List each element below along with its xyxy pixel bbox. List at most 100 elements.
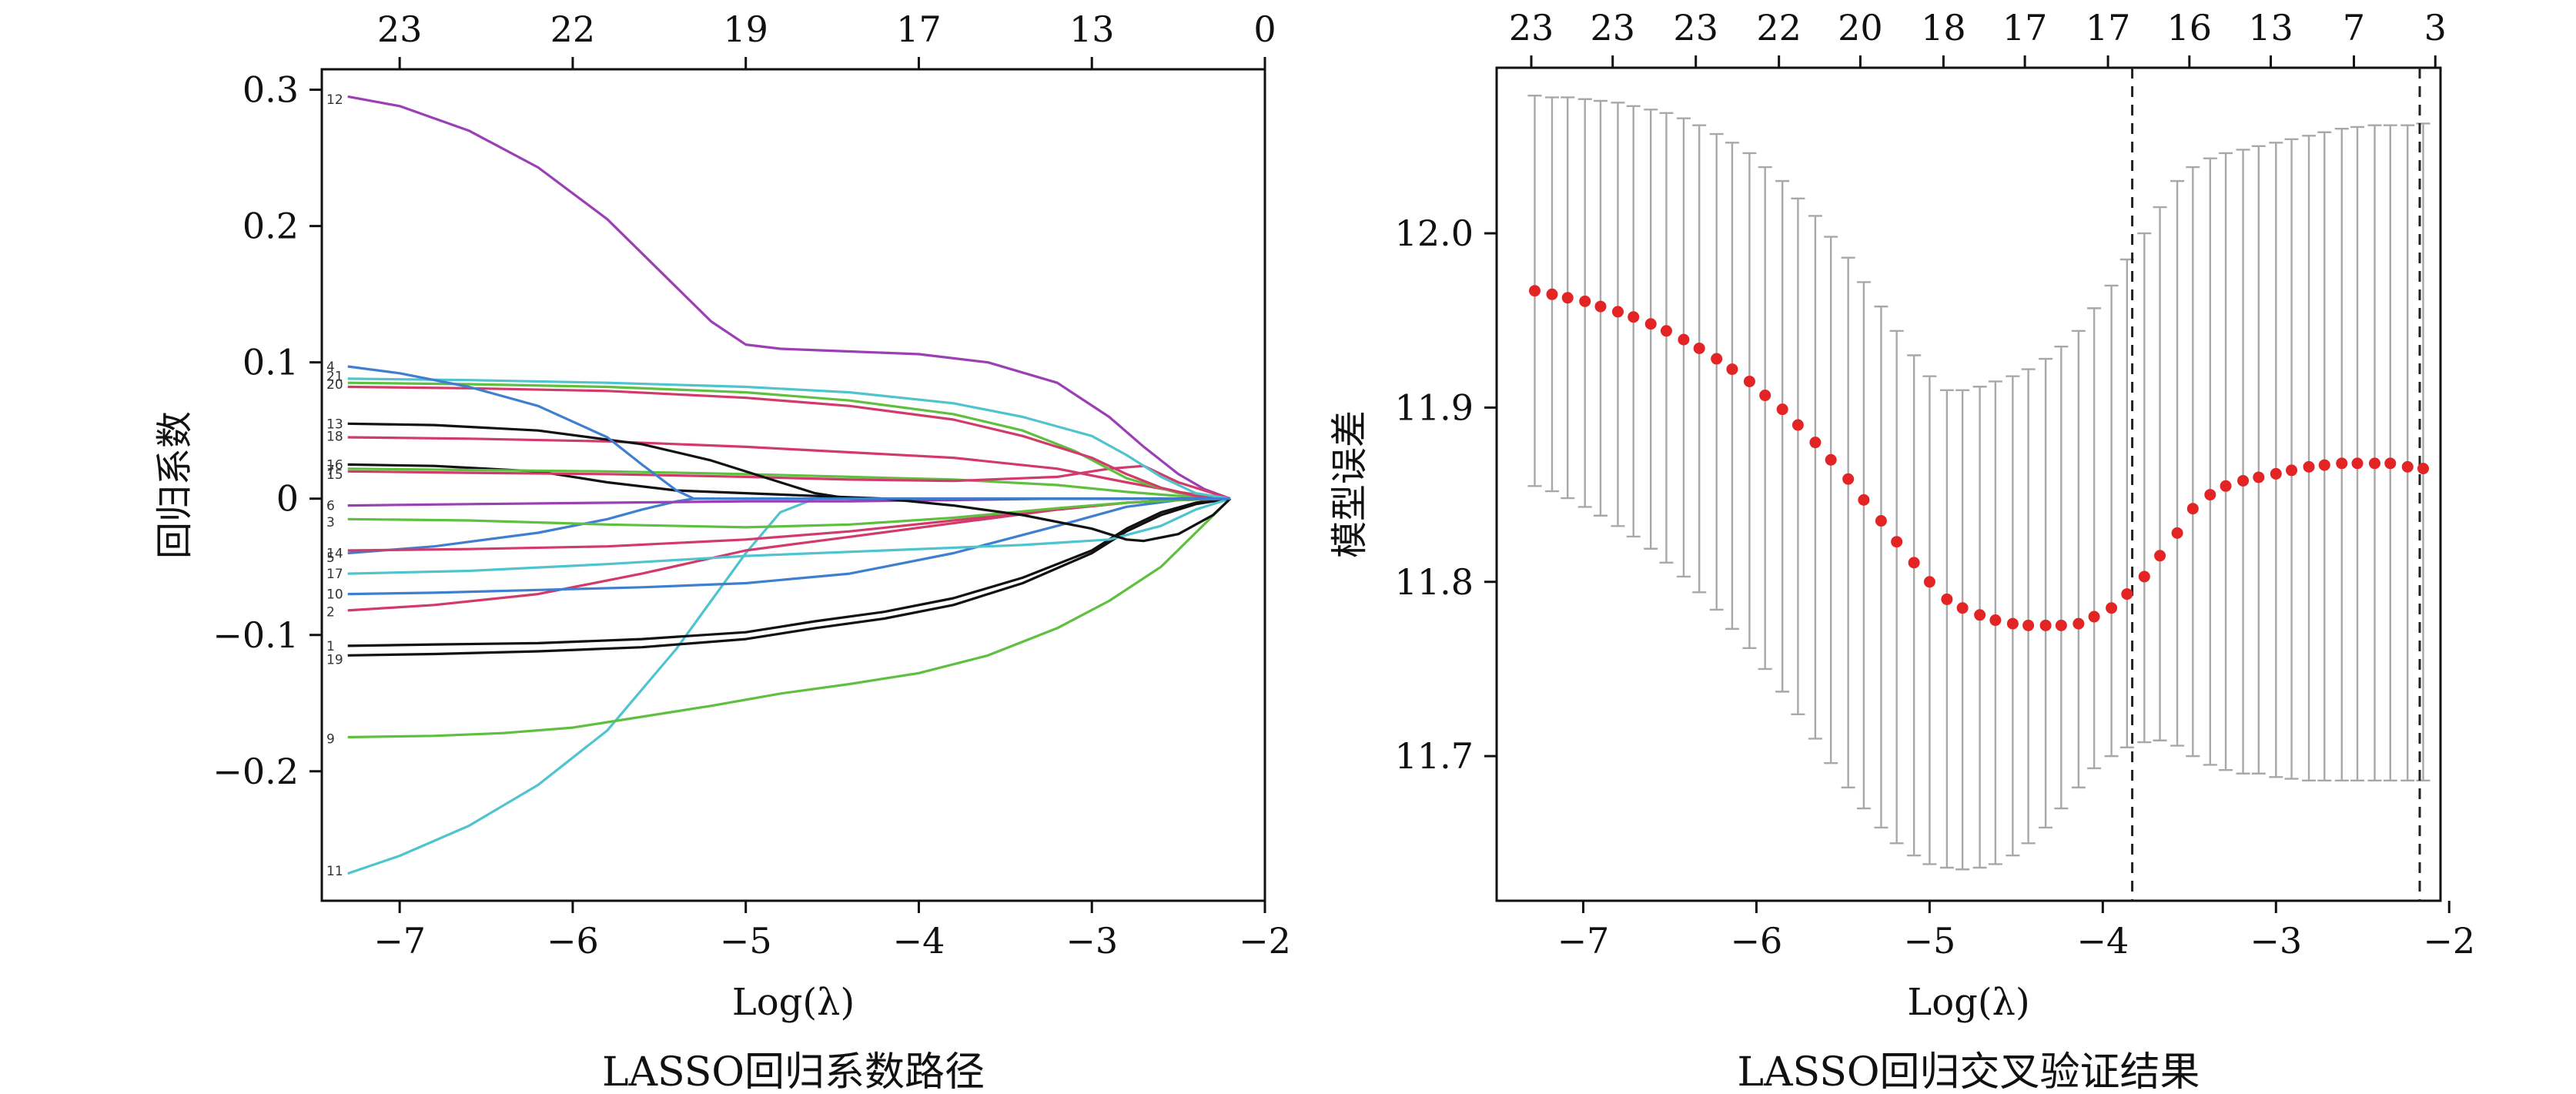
mean-error-point xyxy=(2253,471,2265,483)
x-tick-label: −5 xyxy=(1903,920,1955,962)
x-tick-label: −3 xyxy=(1066,920,1118,962)
mean-error-point xyxy=(2220,480,2232,492)
mean-error-point xyxy=(1908,557,1920,569)
coefficient-path-5 xyxy=(347,497,1231,552)
mean-error-point xyxy=(1678,333,1690,346)
mean-error-point xyxy=(2154,550,2166,562)
mean-error-point xyxy=(2303,460,2315,473)
top-tick-label: 13 xyxy=(1069,8,1115,50)
mean-error-point xyxy=(2286,464,2298,477)
x-tick-label: −3 xyxy=(2250,920,2302,962)
y-tick-label: −0.2 xyxy=(212,751,299,792)
path-label: 4 xyxy=(326,360,335,375)
coefficient-path-1 xyxy=(347,497,1231,647)
coefficient-path-18 xyxy=(347,381,1231,500)
mean-error-point xyxy=(2088,611,2100,623)
mean-error-point xyxy=(2369,457,2381,470)
coefficient-path-19 xyxy=(347,497,1231,657)
y-tick-label: 0.1 xyxy=(243,342,299,383)
top-tick-label: 17 xyxy=(2086,7,2131,49)
mean-error-point xyxy=(1858,493,1870,506)
coefficient-path-12 xyxy=(347,95,1231,500)
x-tick-label: −7 xyxy=(1557,920,1610,962)
x-tick-label: −6 xyxy=(547,920,599,962)
mean-error-point xyxy=(1809,437,1822,449)
path-label: 7 xyxy=(326,463,335,479)
cv-marks xyxy=(1527,68,2430,901)
path-label: 5 xyxy=(326,550,335,566)
top-tick-label: 17 xyxy=(896,8,942,50)
path-label: 19 xyxy=(326,653,343,668)
path-label: 9 xyxy=(326,731,335,747)
top-tick-label: 13 xyxy=(2248,7,2293,49)
path-label: 13 xyxy=(326,417,343,432)
mean-error-point xyxy=(2336,457,2348,470)
y-tick-label: −0.1 xyxy=(212,614,299,656)
x-tick-label: −5 xyxy=(720,920,772,962)
path-label: 10 xyxy=(326,587,343,603)
top-tick-label: 23 xyxy=(1673,7,1718,49)
mean-error-point xyxy=(1594,300,1607,313)
mean-error-point xyxy=(2022,619,2035,631)
x-tick-label: −4 xyxy=(893,920,945,962)
mean-error-point xyxy=(2318,459,2330,471)
coefficient-path-10 xyxy=(347,497,1231,596)
mean-error-point xyxy=(1956,602,1969,614)
mean-error-point xyxy=(1842,473,1855,485)
mean-error-point xyxy=(1693,342,1705,354)
x-tick-label: −7 xyxy=(373,920,426,962)
y-tick-label: 11.8 xyxy=(1395,561,1474,603)
coefficient-path-15 xyxy=(347,464,1231,500)
top-tick-label: 23 xyxy=(377,8,423,50)
top-tick-label: 16 xyxy=(2167,7,2213,49)
path-label: 11 xyxy=(326,864,343,879)
top-tick-label: 23 xyxy=(1509,7,1554,49)
mean-error-point xyxy=(2204,489,2216,501)
mean-error-point xyxy=(1875,515,1887,527)
y-axis-title: 回归系数 xyxy=(153,411,196,559)
mean-error-point xyxy=(2401,460,2414,473)
path-label: 12 xyxy=(326,92,343,108)
y-tick-label: 0 xyxy=(276,478,299,520)
coefficient-path-4 xyxy=(347,365,1230,500)
mean-error-point xyxy=(2106,602,2118,614)
mean-error-point xyxy=(1528,285,1541,297)
top-tick-label: 0 xyxy=(1253,8,1276,50)
path-label: 16 xyxy=(326,457,343,473)
mean-error-point xyxy=(1891,536,1903,548)
mean-error-point xyxy=(2006,617,2019,630)
top-tick-label: 17 xyxy=(2002,7,2048,49)
chart-caption: LASSO回归系数路径 xyxy=(602,1049,985,1094)
mean-error-point xyxy=(2186,503,2199,515)
x-tick-label: −6 xyxy=(1731,920,1783,962)
plot-frame xyxy=(320,68,1266,902)
path-label: 20 xyxy=(326,377,343,393)
mean-error-point xyxy=(1561,292,1574,304)
top-tick-label: 23 xyxy=(1590,7,1635,49)
y-tick-label: 0.3 xyxy=(243,69,299,111)
mean-error-point xyxy=(2171,527,2183,539)
mean-error-point xyxy=(1546,288,1558,300)
x-tick-label: −4 xyxy=(2076,920,2129,962)
coefficient-path-9 xyxy=(347,497,1232,739)
mean-error-point xyxy=(1989,614,2002,627)
coefficient-path-17 xyxy=(347,497,1231,575)
coefficient-path-3 xyxy=(347,497,1231,529)
top-tick-label: 19 xyxy=(723,8,768,50)
path-label: 21 xyxy=(326,369,343,384)
mean-error-point xyxy=(1776,403,1788,416)
plot-frame xyxy=(1495,66,2442,902)
top-tick-label: 22 xyxy=(1756,7,1802,49)
mean-error-point xyxy=(2417,463,2430,475)
mean-error-point xyxy=(1825,453,1837,466)
mean-error-point xyxy=(1974,609,1986,621)
y-tick-label: 11.9 xyxy=(1395,386,1474,428)
mean-error-point xyxy=(1579,295,1591,307)
coefficient-path-7 xyxy=(347,467,1231,500)
mean-error-point xyxy=(1726,363,1738,376)
top-tick-label: 22 xyxy=(550,8,596,50)
x-tick-label: −2 xyxy=(2423,920,2475,962)
mean-error-point xyxy=(2039,619,2052,631)
mean-error-point xyxy=(1644,318,1657,330)
mean-error-point xyxy=(1743,375,1755,387)
